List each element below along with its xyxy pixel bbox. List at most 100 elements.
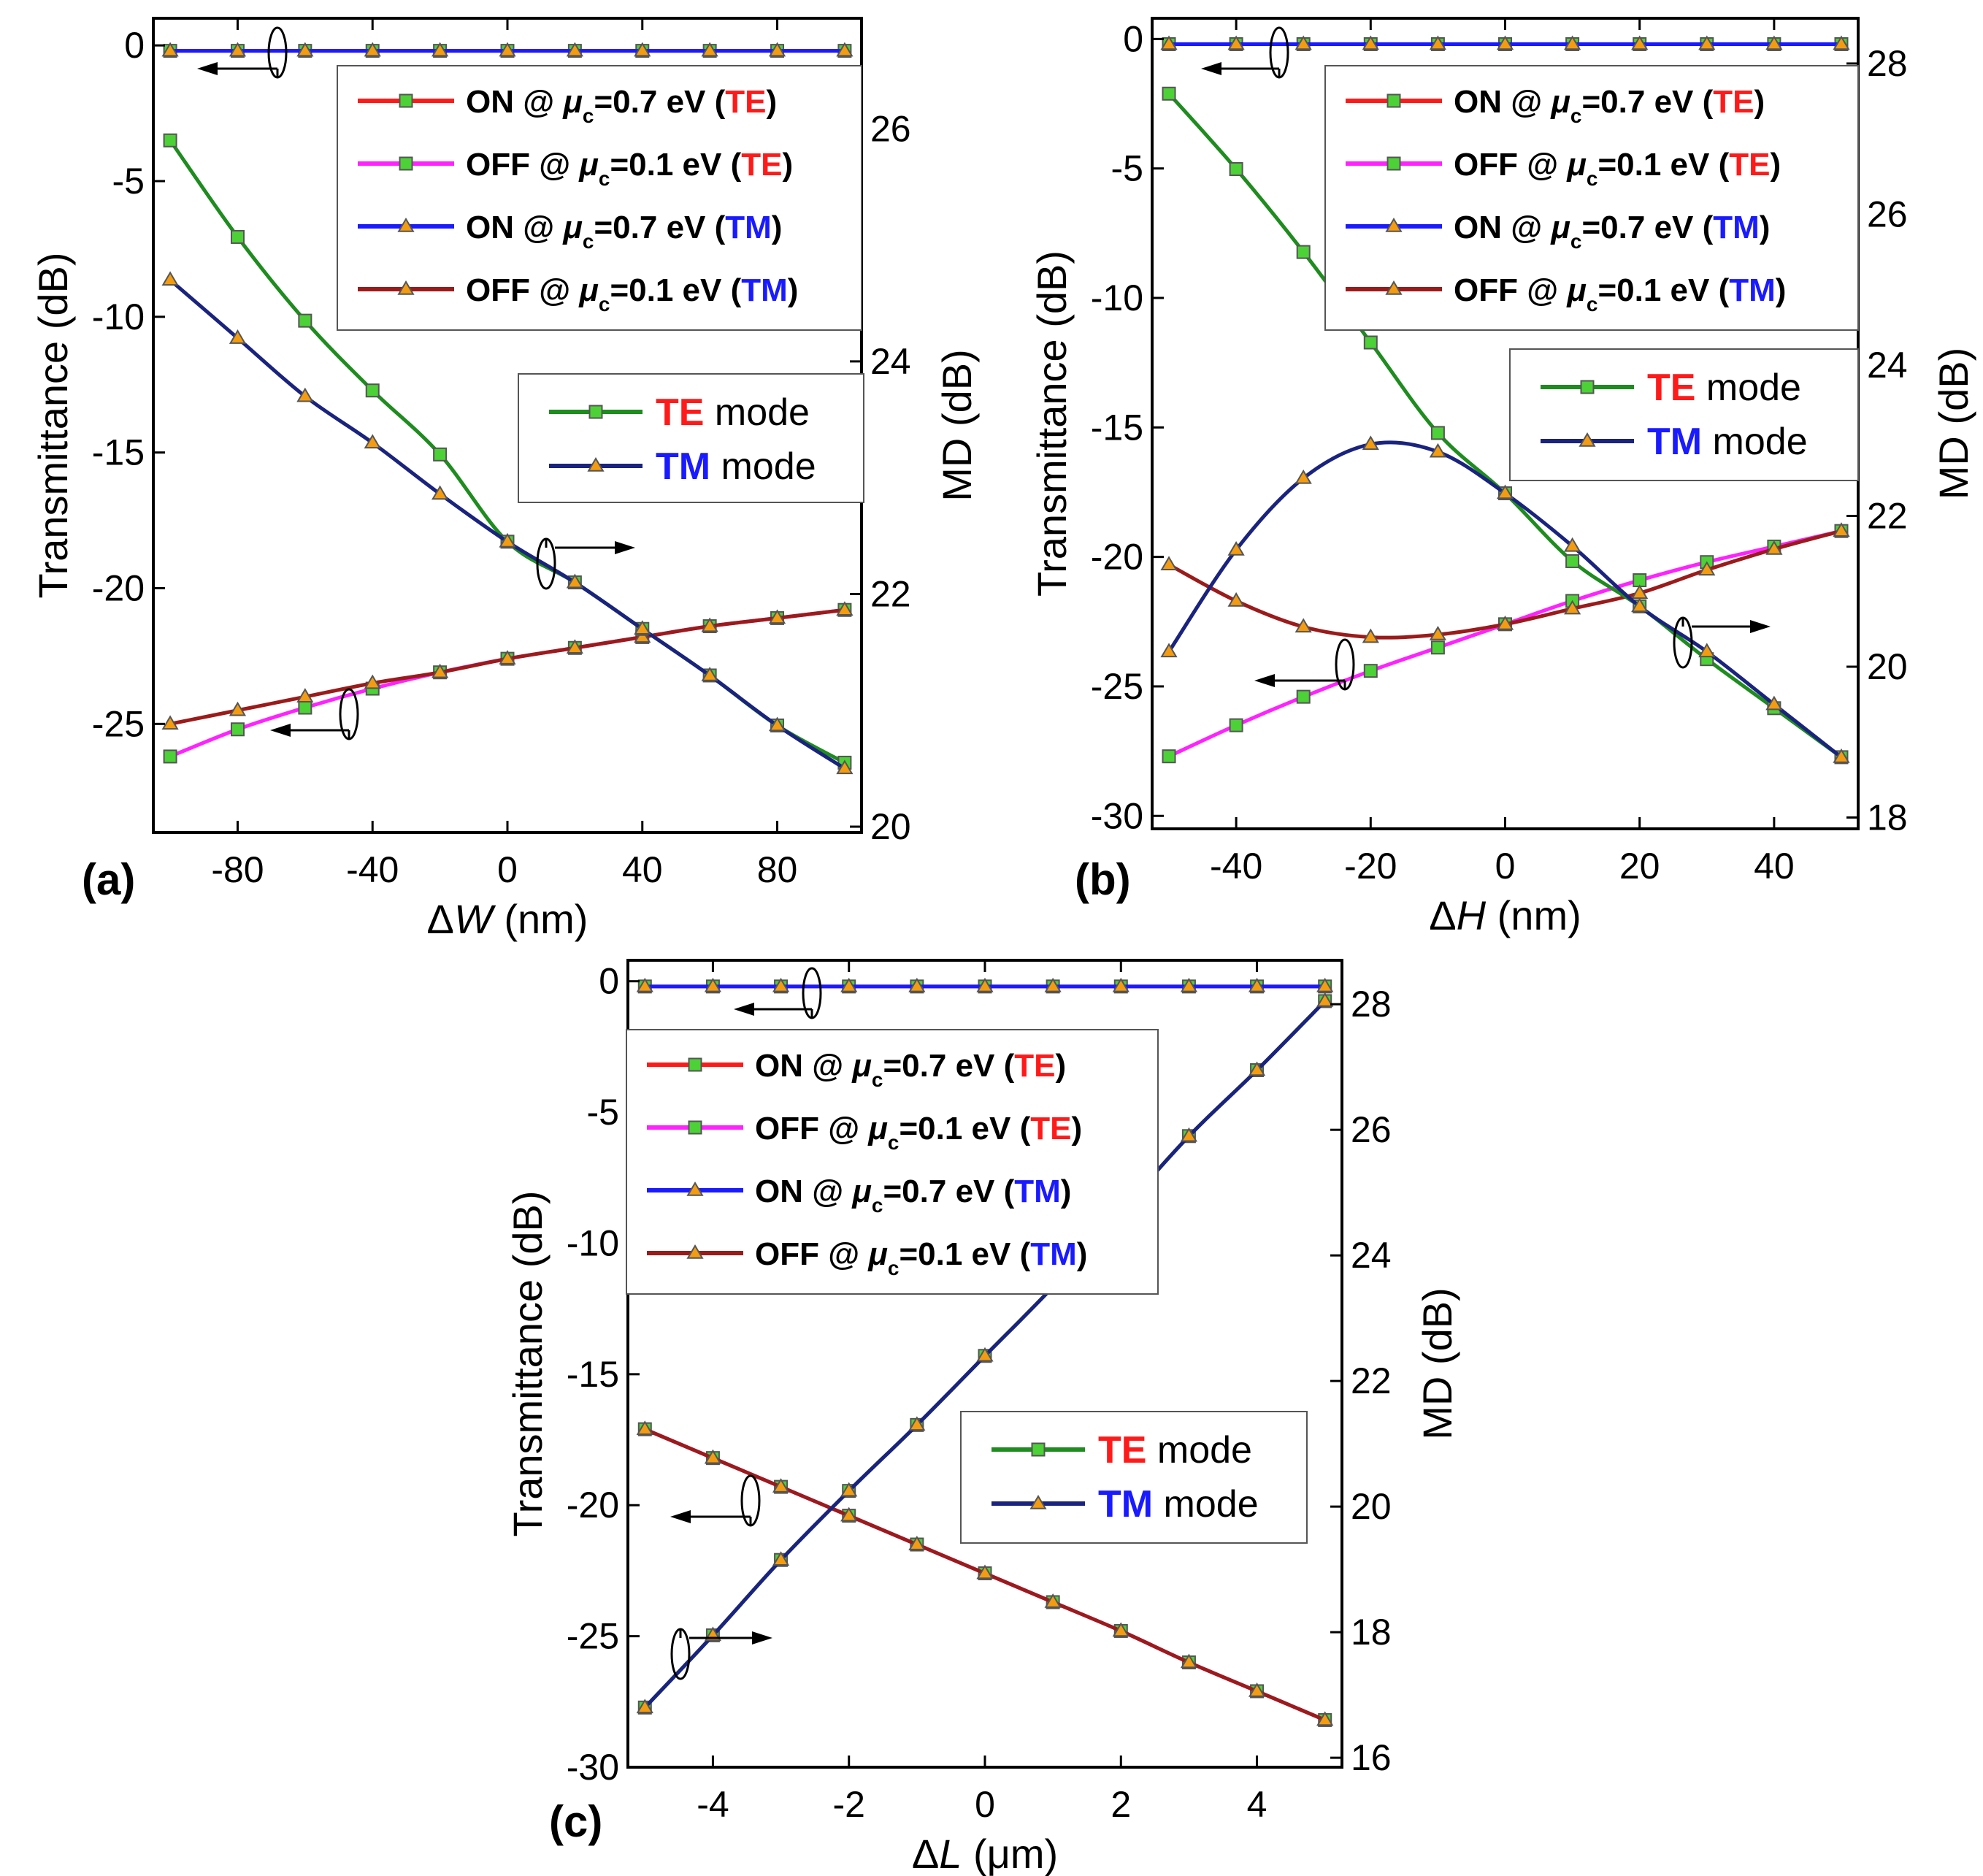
- data-point: [1833, 522, 1850, 537]
- legend-marker: [399, 156, 413, 171]
- legend-label: TM mode: [1647, 421, 1808, 463]
- data-point: [704, 977, 722, 992]
- data-point: [1229, 162, 1243, 177]
- legend-label: ON @ μc=0.7 eV (TM): [466, 210, 782, 253]
- indicator-arrowhead: [197, 62, 218, 75]
- data-point: [1698, 643, 1716, 658]
- data-point: [1044, 1593, 1062, 1608]
- data-point: [636, 1420, 653, 1435]
- legend-marker: [587, 457, 605, 472]
- data-point: [296, 688, 314, 702]
- legend-label: ON @ μc=0.7 eV (TE): [1454, 84, 1765, 127]
- legend-label: ON @ μc=0.7 eV (TE): [755, 1048, 1066, 1091]
- data-point: [1496, 35, 1514, 50]
- y-tick-label-left: -25: [567, 1616, 619, 1657]
- data-point: [840, 1506, 858, 1522]
- data-point: [163, 749, 177, 764]
- legend-label: TE mode: [1098, 1429, 1252, 1471]
- legend-marker: [1386, 156, 1401, 171]
- y-tick-label-right: 26: [870, 108, 911, 149]
- y-tick-label-right: 24: [1867, 345, 1908, 386]
- data-point: [1227, 591, 1245, 607]
- legend-mode: TE mode TM mode: [960, 1411, 1308, 1544]
- data-point: [976, 1564, 994, 1580]
- data-point: [1112, 977, 1129, 992]
- y-axis-title-right: MD (dB): [1414, 1287, 1460, 1439]
- data-point: [836, 42, 854, 57]
- y-tick-label-right: 22: [870, 573, 911, 614]
- panel-label: (b): [1075, 855, 1131, 904]
- data-point: [1429, 626, 1447, 640]
- data-point: [908, 1416, 926, 1431]
- y-tick-label-left: 0: [124, 25, 145, 66]
- legend-label: OFF @ μc=0.1 eV (TE): [1454, 147, 1781, 190]
- chart-panel: -4 -2 0 2 40-5-10-15-20-25-30 16182022242628Δ…: [505, 959, 1460, 1876]
- legend-label: TM mode: [1098, 1483, 1259, 1525]
- legend-status: ON @ μc=0.7 eV (TE) OFF @ μc=0.1 eV (TE) O…: [1324, 65, 1859, 331]
- data-point: [1316, 1711, 1334, 1726]
- y-axis-title-left: Transmittance (dB): [1029, 250, 1075, 597]
- y-tick-label-left: -20: [567, 1485, 619, 1525]
- legend-label: TM mode: [656, 445, 816, 488]
- series-line: [169, 278, 846, 770]
- data-point: [772, 1478, 790, 1493]
- legend-marker: [397, 218, 415, 232]
- data-point: [1044, 977, 1062, 992]
- data-point: [296, 42, 314, 57]
- legend-marker: [1029, 1495, 1047, 1509]
- data-point: [1765, 35, 1783, 50]
- x-tick-label: 4: [1247, 1784, 1267, 1825]
- legend-marker: [588, 405, 603, 419]
- x-axis-title: ΔH (nm): [1429, 892, 1581, 938]
- data-point: [365, 383, 380, 398]
- data-point: [1248, 977, 1266, 992]
- data-point: [296, 387, 314, 402]
- data-point: [1362, 435, 1379, 451]
- plot-area: [1160, 35, 1850, 765]
- y-tick-label-left: -20: [1091, 537, 1143, 578]
- data-point: [229, 42, 247, 57]
- y-tick-label-left: -10: [1091, 277, 1143, 318]
- data-point: [431, 485, 449, 500]
- data-point: [1180, 1653, 1198, 1669]
- data-point: [1565, 554, 1580, 568]
- y-tick-label-right: 28: [1351, 984, 1392, 1025]
- data-point: [1362, 628, 1379, 643]
- x-tick-label: 40: [622, 849, 663, 890]
- y-axis-title-right: MD (dB): [1930, 348, 1976, 499]
- data-point: [1162, 86, 1176, 101]
- y-tick-label-right: 20: [1867, 646, 1908, 687]
- data-point: [1363, 335, 1378, 350]
- data-point: [772, 977, 790, 992]
- y-tick-label-left: 0: [1123, 18, 1143, 59]
- legend-marker: [688, 1120, 702, 1135]
- y-tick-label-right: 16: [1351, 1737, 1392, 1778]
- legend-mode: TE mode TM mode: [518, 373, 864, 503]
- panel-label: (a): [82, 855, 135, 904]
- y-tick-label-left: 0: [599, 961, 619, 1002]
- x-tick-label: 40: [1754, 846, 1795, 887]
- data-point: [1429, 443, 1447, 458]
- data-point: [1160, 643, 1178, 658]
- data-point: [1316, 977, 1334, 992]
- legend-box: [1324, 65, 1859, 331]
- data-point: [161, 715, 179, 730]
- data-point: [1631, 597, 1649, 613]
- y-tick-label-right: 20: [870, 806, 911, 847]
- indicator-arrowhead: [1750, 620, 1771, 633]
- y-tick-label-right: 26: [1351, 1109, 1392, 1150]
- data-point: [908, 977, 926, 992]
- data-point: [1227, 35, 1245, 50]
- y-tick-label-right: 18: [1867, 797, 1908, 838]
- data-point: [1180, 977, 1198, 992]
- data-point: [1229, 718, 1243, 732]
- series-line: [1167, 92, 1843, 759]
- data-point: [1160, 556, 1178, 571]
- x-tick-label: -4: [697, 1784, 729, 1825]
- legend-label: OFF @ μc=0.1 eV (TE): [755, 1111, 1082, 1154]
- x-tick-label: 0: [1495, 846, 1516, 887]
- legend-label: TE mode: [656, 391, 810, 434]
- data-point: [499, 42, 516, 57]
- plot-area: [161, 42, 854, 775]
- legend-marker: [397, 280, 415, 295]
